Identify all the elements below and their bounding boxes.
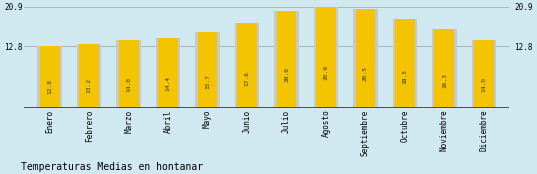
Bar	[353, 9, 378, 108]
Text: 16.3: 16.3	[442, 73, 447, 88]
Text: 17.6: 17.6	[244, 71, 250, 86]
Text: 15.7: 15.7	[205, 74, 210, 89]
Bar	[274, 11, 299, 108]
Bar	[314, 7, 338, 108]
Bar	[117, 40, 141, 108]
Text: 20.9: 20.9	[323, 65, 329, 80]
Text: 20.0: 20.0	[284, 67, 289, 82]
Text: Temperaturas Medias en hontanar: Temperaturas Medias en hontanar	[21, 162, 204, 172]
Bar	[434, 29, 454, 108]
Bar	[277, 11, 296, 108]
Bar	[38, 46, 62, 108]
Bar	[156, 38, 180, 108]
Bar	[79, 44, 99, 108]
Bar	[395, 19, 415, 108]
Text: 20.5: 20.5	[363, 66, 368, 81]
Bar	[119, 40, 139, 108]
Text: 14.4: 14.4	[165, 76, 171, 91]
Bar	[432, 29, 456, 108]
Bar	[316, 7, 336, 108]
Text: 13.2: 13.2	[86, 78, 92, 93]
Text: 14.0: 14.0	[481, 77, 487, 92]
Bar	[355, 9, 375, 108]
Bar	[393, 19, 417, 108]
Bar	[237, 23, 257, 108]
Bar	[471, 40, 496, 108]
Bar	[158, 38, 178, 108]
Text: 12.8: 12.8	[47, 79, 52, 94]
Bar	[235, 23, 259, 108]
Text: 18.5: 18.5	[402, 69, 408, 84]
Bar	[474, 40, 494, 108]
Bar	[77, 44, 101, 108]
Text: 14.0: 14.0	[126, 77, 131, 92]
Bar	[195, 32, 220, 108]
Bar	[40, 46, 60, 108]
Bar	[198, 32, 217, 108]
